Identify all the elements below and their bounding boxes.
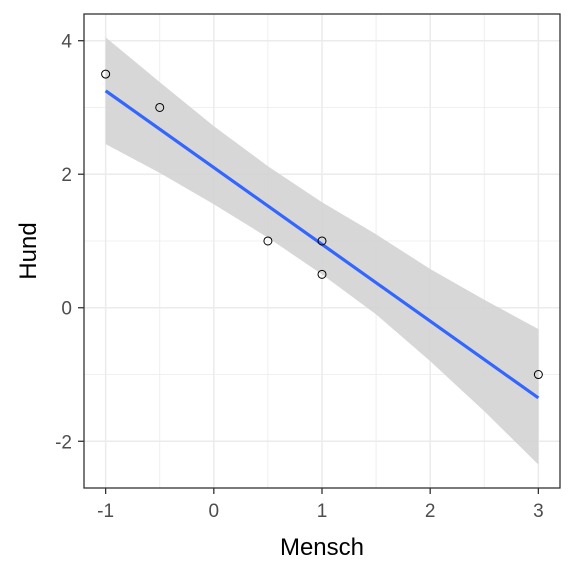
x-tick-label: 2 [425, 501, 436, 522]
points-layer [101, 69, 543, 380]
y-axis: -2 0 2 4 [55, 32, 84, 453]
data-point [533, 370, 543, 380]
fit-line [104, 89, 540, 400]
data-point [263, 236, 273, 246]
x-axis: -1 0 1 2 3 [97, 488, 544, 522]
y-tick-label: 4 [61, 32, 72, 53]
y-tick-label: -2 [55, 432, 72, 453]
x-axis-title: Mensch [280, 534, 364, 561]
data-point [317, 236, 327, 246]
x-tick-label: 0 [209, 501, 220, 522]
y-tick-label: 2 [61, 165, 72, 186]
y-axis-title: Hund [15, 222, 42, 279]
data-point [317, 269, 327, 279]
x-tick-label: -1 [97, 501, 114, 522]
confidence-band [105, 37, 539, 465]
fit-line-layer [104, 89, 540, 400]
data-point [155, 102, 165, 112]
y-tick-label: 0 [61, 299, 72, 320]
x-tick-label: 1 [317, 501, 328, 522]
confidence-band-layer [105, 37, 539, 465]
x-tick-label: 3 [533, 501, 544, 522]
data-point [101, 69, 111, 79]
